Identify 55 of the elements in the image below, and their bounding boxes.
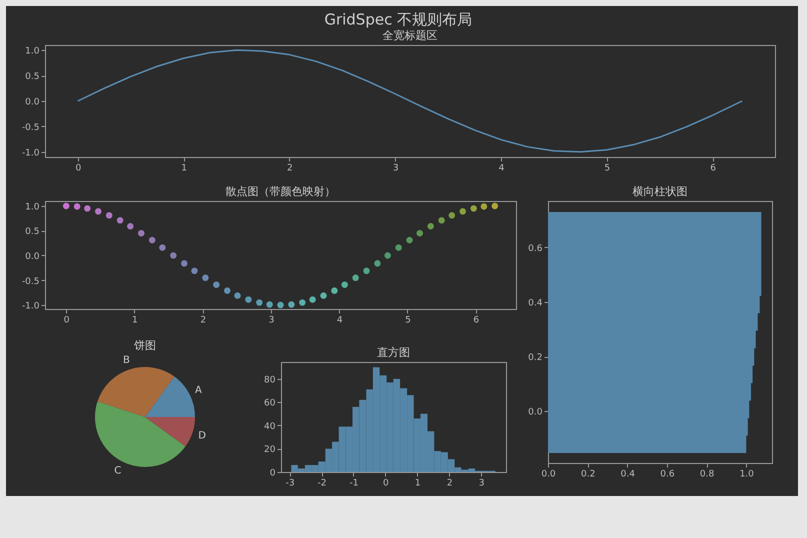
chart-title: 饼图 bbox=[133, 338, 156, 352]
chart-title: 散点图（带颜色映射） bbox=[226, 185, 336, 198]
y-tick-label: 0.5 bbox=[25, 72, 40, 82]
x-tick-label: 1 bbox=[414, 478, 421, 488]
y-tick-label: 1.0 bbox=[25, 46, 40, 57]
x-tick-label: 1 bbox=[181, 164, 187, 174]
y-tick-label: 80 bbox=[264, 375, 276, 386]
y-tick-label: 40 bbox=[264, 422, 276, 432]
y-tick-label: -0.5 bbox=[22, 276, 40, 287]
x-tick-label: 4 bbox=[336, 316, 343, 326]
x-tick-label: -2 bbox=[318, 478, 327, 488]
x-tick-label: 1 bbox=[132, 316, 138, 326]
x-tick-label: 3 bbox=[392, 164, 399, 174]
slice-label: A bbox=[195, 384, 202, 396]
x-tick-label: 5 bbox=[604, 164, 610, 174]
x-tick-label: 0.8 bbox=[700, 470, 715, 480]
x-tick-label: 0 bbox=[64, 316, 70, 326]
x-tick-label: 0.2 bbox=[580, 470, 596, 480]
x-tick-label: 5 bbox=[405, 316, 411, 326]
y-tick-label: 0.5 bbox=[25, 227, 40, 238]
x-tick-label: -3 bbox=[286, 478, 295, 488]
y-tick-label: 0.0 bbox=[528, 408, 543, 418]
x-tick-label: 6 bbox=[710, 164, 716, 174]
y-tick-label: -1.0 bbox=[22, 302, 40, 312]
y-tick-label: -1.0 bbox=[22, 148, 40, 158]
chart-title: 直方图 bbox=[377, 346, 410, 359]
x-tick-label: 2 bbox=[200, 316, 206, 326]
slice-label: D bbox=[198, 430, 206, 442]
x-tick-label: 0 bbox=[75, 164, 82, 174]
slice-label: B bbox=[123, 354, 130, 366]
x-tick-label: 2 bbox=[287, 164, 293, 174]
x-tick-label: 0 bbox=[382, 478, 389, 488]
y-tick-label: 0.6 bbox=[528, 244, 543, 254]
x-tick-label: 0.6 bbox=[660, 470, 675, 480]
x-tick-label: 3 bbox=[478, 478, 484, 488]
y-tick-label: 0.2 bbox=[528, 353, 542, 364]
x-tick-label: 4 bbox=[498, 164, 505, 174]
x-tick-label: 6 bbox=[473, 316, 480, 326]
y-tick-label: 20 bbox=[264, 445, 276, 456]
y-tick-label: 1.0 bbox=[25, 202, 40, 212]
y-tick-label: 0.0 bbox=[25, 252, 40, 262]
x-tick-label: 2 bbox=[446, 478, 453, 488]
x-tick-label: 1.0 bbox=[740, 470, 754, 480]
x-tick-label: 0.0 bbox=[541, 470, 556, 480]
x-tick-label: 0.4 bbox=[620, 470, 636, 480]
x-tick-label: -1 bbox=[349, 478, 358, 488]
y-tick-label: -0.5 bbox=[22, 122, 40, 133]
y-tick-label: 0.4 bbox=[528, 298, 543, 308]
y-tick-label: 0.0 bbox=[25, 98, 40, 108]
chart-subtitle: 全宽标题区 bbox=[382, 29, 438, 42]
x-tick-label: 3 bbox=[268, 316, 274, 326]
chart-title: 横向柱状图 bbox=[632, 185, 688, 198]
slice-label: C bbox=[114, 465, 122, 476]
y-tick-label: 60 bbox=[264, 398, 276, 409]
chart-title: GridSpec 不规则布局 bbox=[324, 10, 472, 28]
